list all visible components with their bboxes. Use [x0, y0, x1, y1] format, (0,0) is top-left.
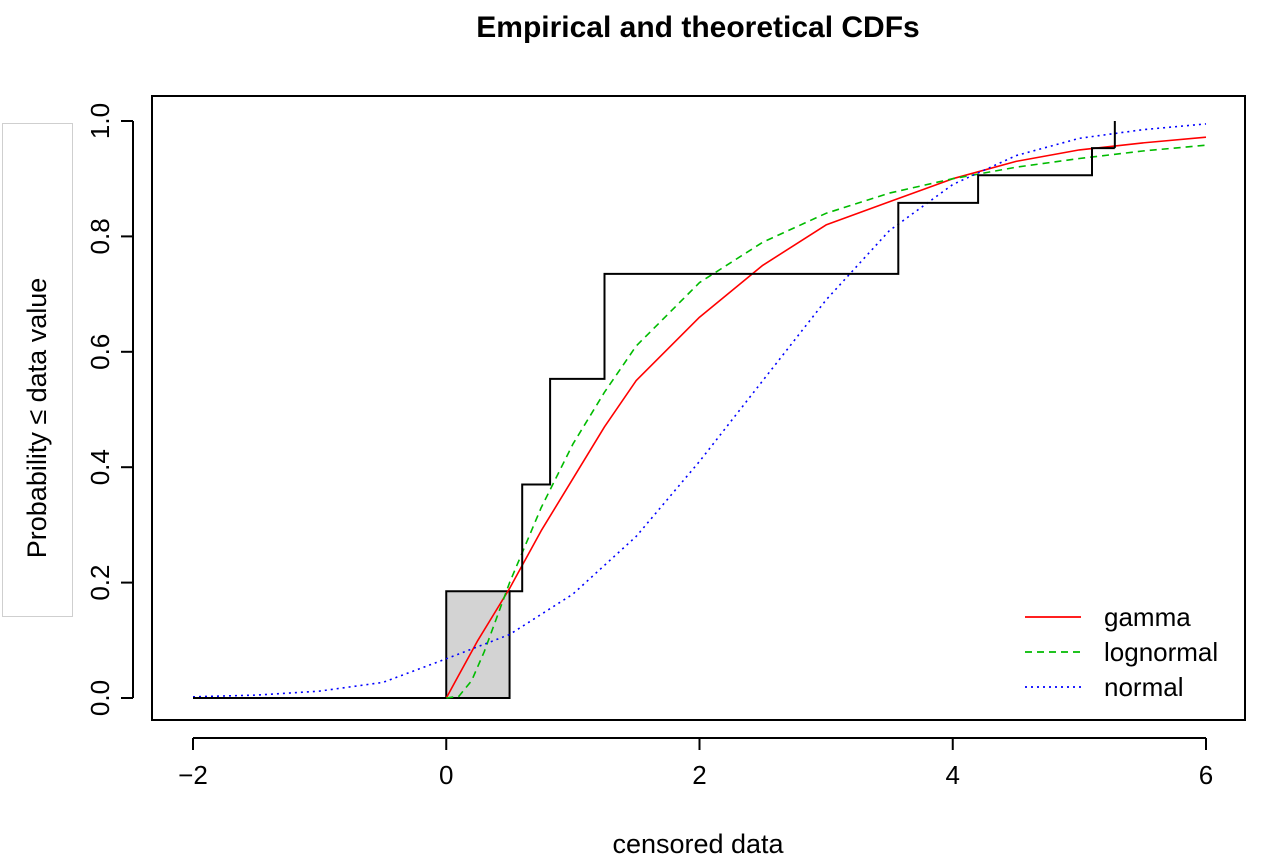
y-tick-label: 0.2	[85, 565, 115, 601]
x-tick-label: 2	[692, 760, 706, 790]
axes: −2 0 2 4 6 0.0 0.2 0.4 0.6 0.8 1.0	[85, 95, 1246, 790]
y-tick-label: 0.4	[85, 449, 115, 485]
plot-frame	[151, 95, 1246, 721]
x-tick-label: 6	[1199, 760, 1213, 790]
empirical-cdf	[193, 121, 1116, 699]
y-tick-label: 0.0	[85, 680, 115, 716]
ylabel-box	[2, 123, 73, 617]
y-tick-label: 0.6	[85, 334, 115, 370]
x-axis-label: censored data	[612, 829, 784, 859]
y-axis-label: Probability ≤ data value	[22, 278, 52, 558]
curve-gamma	[445, 136, 1207, 699]
legend-label-normal: normal	[1104, 672, 1183, 702]
x-tick-label: 4	[946, 760, 960, 790]
curve-lognormal	[446, 144, 1207, 699]
x-tick-label: −2	[178, 760, 208, 790]
curve-normal	[192, 123, 1207, 698]
ecdf-steps	[509, 147, 1115, 593]
y-tick-label: 0.8	[85, 218, 115, 254]
chart-title: Empirical and theoretical CDFs	[476, 11, 919, 44]
x-tick-label: 0	[439, 760, 453, 790]
legend-label-lognormal: lognormal	[1104, 637, 1218, 667]
legend-label-gamma: gamma	[1104, 602, 1191, 632]
y-tick-label: 1.0	[85, 103, 115, 139]
curves	[192, 123, 1207, 699]
legend: gamma lognormal normal	[1025, 602, 1218, 702]
